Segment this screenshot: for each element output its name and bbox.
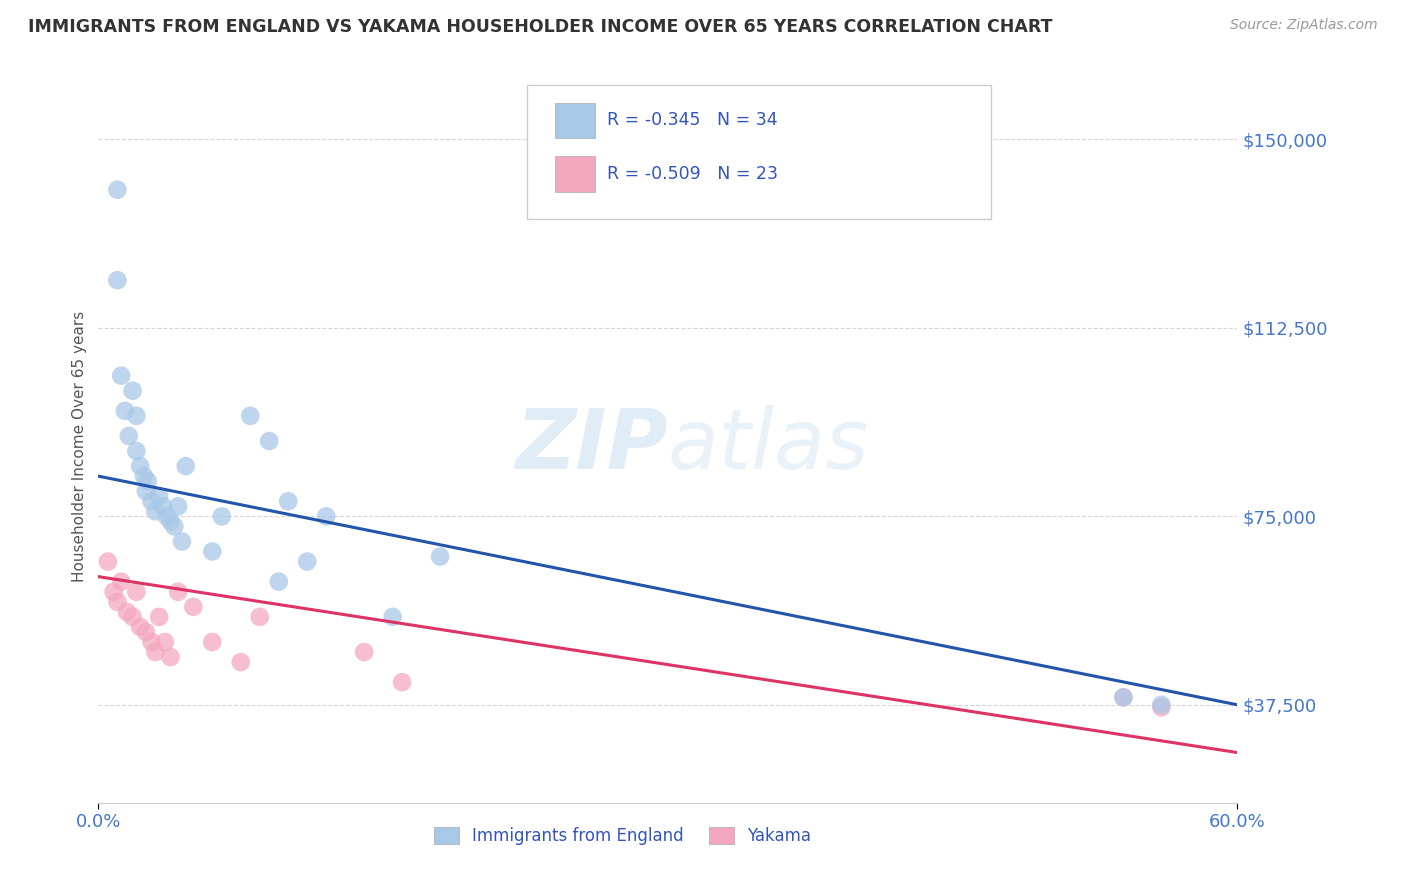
Point [148, 489, 170, 503]
Point [110, 574, 132, 589]
Y-axis label: Householder Income Over 65 years: Householder Income Over 65 years [72, 310, 87, 582]
Point [167, 500, 190, 514]
Point [115, 605, 138, 619]
Text: atlas: atlas [668, 406, 869, 486]
Point [135, 624, 157, 639]
Point [148, 610, 170, 624]
Point [121, 610, 143, 624]
Point [429, 549, 451, 564]
Point [1112, 690, 1135, 705]
Text: ZIP: ZIP [515, 406, 668, 486]
Point [315, 509, 337, 524]
Point [125, 409, 148, 423]
Text: IMMIGRANTS FROM ENGLAND VS YAKAMA HOUSEHOLDER INCOME OVER 65 YEARS CORRELATION C: IMMIGRANTS FROM ENGLAND VS YAKAMA HOUSEH… [28, 18, 1053, 36]
Legend: Immigrants from England, Yakama: Immigrants from England, Yakama [427, 820, 818, 852]
Point [125, 584, 148, 599]
Point [170, 534, 193, 549]
Point [1112, 690, 1135, 705]
Point [201, 635, 224, 649]
Point [132, 469, 155, 483]
Point [239, 409, 262, 423]
Point [107, 183, 129, 197]
Point [267, 574, 290, 589]
Point [163, 519, 186, 533]
Point [1150, 700, 1173, 714]
Point [118, 429, 141, 443]
Text: R = -0.345   N = 34: R = -0.345 N = 34 [607, 112, 778, 129]
Point [183, 599, 205, 614]
Point [167, 584, 190, 599]
Point [129, 459, 152, 474]
Point [159, 650, 181, 665]
Point [259, 434, 281, 448]
Point [107, 595, 129, 609]
Point [353, 645, 375, 659]
Point [297, 555, 319, 569]
Point [156, 509, 179, 524]
Point [114, 404, 136, 418]
Point [159, 515, 181, 529]
Point [141, 635, 163, 649]
Text: R = -0.509   N = 23: R = -0.509 N = 23 [607, 165, 779, 183]
Point [121, 384, 143, 398]
Point [129, 620, 152, 634]
Point [211, 509, 233, 524]
Point [110, 368, 132, 383]
Point [229, 655, 252, 669]
Point [1150, 698, 1173, 712]
Point [249, 610, 271, 624]
Point [125, 444, 148, 458]
Point [152, 500, 174, 514]
Point [201, 544, 224, 558]
Point [135, 484, 157, 499]
Point [153, 635, 176, 649]
Point [174, 459, 197, 474]
Point [103, 584, 125, 599]
Point [277, 494, 299, 508]
Point [391, 675, 413, 690]
Point [145, 645, 167, 659]
Point [136, 474, 159, 488]
Point [141, 494, 163, 508]
Point [145, 504, 167, 518]
Point [97, 555, 120, 569]
Point [107, 273, 129, 287]
Point [381, 610, 404, 624]
Text: Source: ZipAtlas.com: Source: ZipAtlas.com [1230, 18, 1378, 32]
